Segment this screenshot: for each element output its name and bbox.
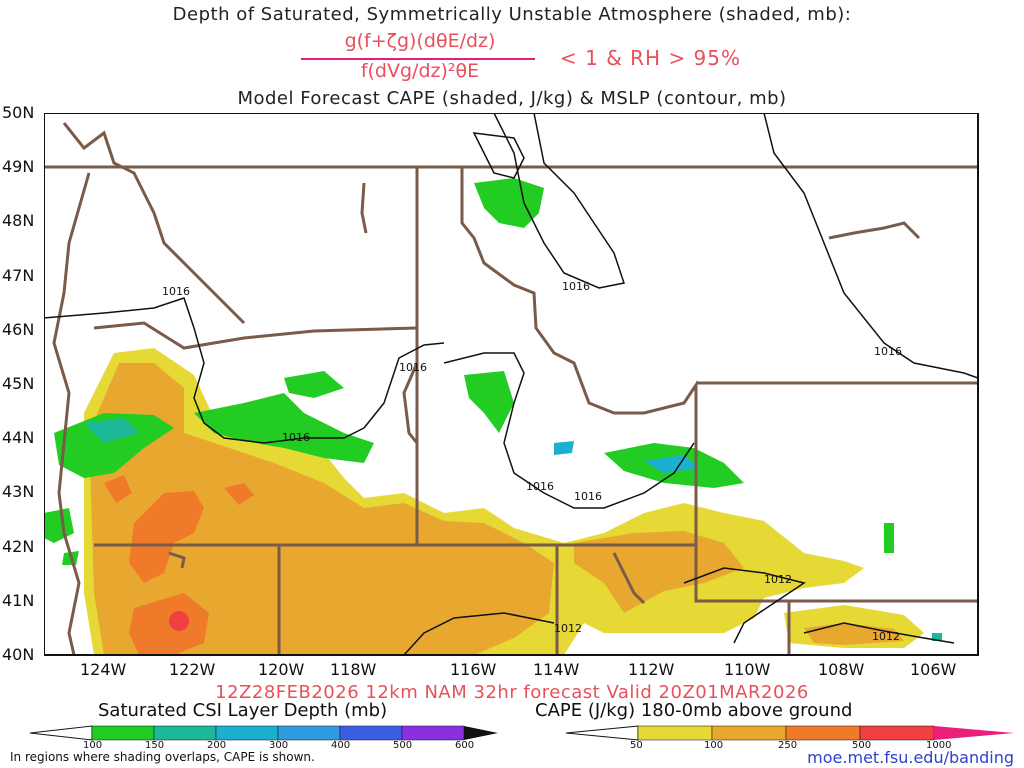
cape-tick-label: 1000 [926,740,952,751]
cape-tick-label: 50 [630,740,643,751]
lat-label: 50N [2,103,35,122]
formula-condition: < 1 & RH > 95% [560,46,742,70]
lon-label: 108W [818,660,865,679]
csi-tick-label: 100 [83,740,103,751]
isobar-label: 1012 [554,622,582,635]
csi-tick-label: 200 [207,740,227,751]
isobar-label: 1016 [562,280,590,293]
cape-legend-title: CAPE (J/kg) 180-0mb above ground [535,700,853,721]
cape-tick-label: 100 [704,740,724,751]
fraction-bar [301,58,535,60]
isobar-label: 1016 [874,345,902,358]
csi-shading [45,178,942,641]
lat-label: 47N [2,265,35,285]
csi-tick-label: 400 [331,740,351,751]
lat-label: 48N [2,211,35,231]
political-borders [45,122,977,654]
lon-label: 112W [628,660,675,679]
cape-shade-250 [104,475,254,654]
csi-tick-label: 300 [269,740,289,751]
mslp-contours [45,114,977,654]
csi-legend-title: Saturated CSI Layer Depth (mb) [98,700,388,721]
lon-label: 120W [258,660,305,679]
map-panel: 1016 1016 1016 1016 1016 1016 1016 1012 1012 1012 [44,113,979,656]
isobar-label: 1016 [574,490,602,503]
credit-link[interactable]: moe.met.fsu.edu/banding [807,748,1014,767]
lat-label: 46N [2,319,35,339]
isobar-label: 1016 [282,431,310,444]
title-line-1: Depth of Saturated, Symmetrically Unstab… [172,4,852,25]
lon-label: 116W [450,660,497,679]
cape-shade-100 [89,363,904,654]
isobar-label-group: 1016 1016 1016 1016 1016 1016 1016 1012 1012 1012 [162,280,902,643]
isobar-label: 1012 [872,630,900,643]
cape-tick-label: 500 [852,740,872,751]
isobar-label: 1016 [399,361,427,374]
cape-tick-label: 250 [778,740,798,751]
isobar-label: 1012 [764,573,792,586]
lon-label: 114W [533,660,580,679]
cape-shade-500 [169,611,189,631]
forecast-info: 12Z28FEB2026 12km NAM 32hr forecast Vali… [215,682,809,703]
lon-label: 106W [910,660,957,679]
lat-label: 42N [2,536,35,556]
csi-tick-label: 500 [393,740,413,751]
lat-label: 41N [2,590,35,610]
title-line-3: Model Forecast CAPE (shaded, J/kg) & MSL… [237,88,787,109]
lon-label: 118W [330,660,377,679]
lat-label: 44N [2,428,35,448]
overlap-note: In regions where shading overlaps, CAPE … [10,750,315,764]
csi-colorbar [30,725,498,741]
csi-tick-label: 600 [455,740,475,751]
formula-denominator: f(dVg/dz)²θE [360,60,480,82]
csi-tick-label: 150 [145,740,165,751]
isobar-label: 1016 [526,480,554,493]
lat-label: 45N [2,374,35,393]
isobar-label: 1016 [162,285,190,298]
lat-label: 43N [2,482,35,502]
lon-label: 124W [80,660,127,679]
lat-label: 49N [2,157,35,177]
formula-numerator: g(f+ζg)(dθE/dz) [344,30,496,52]
cape-colorbar [566,725,1014,741]
lon-label: 122W [169,660,216,679]
lat-label: 40N [2,645,35,664]
lon-label: 110W [724,660,771,679]
